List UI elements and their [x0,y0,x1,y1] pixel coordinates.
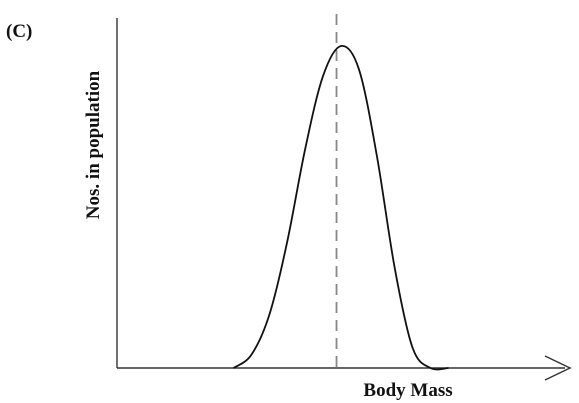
x-axis-label: Body Mass [363,380,452,401]
y-axis-label: Nos. in population [83,70,104,219]
panel-label: (C) [6,21,32,42]
distribution-curve [232,45,449,371]
x-axis-arrowhead [544,355,572,381]
